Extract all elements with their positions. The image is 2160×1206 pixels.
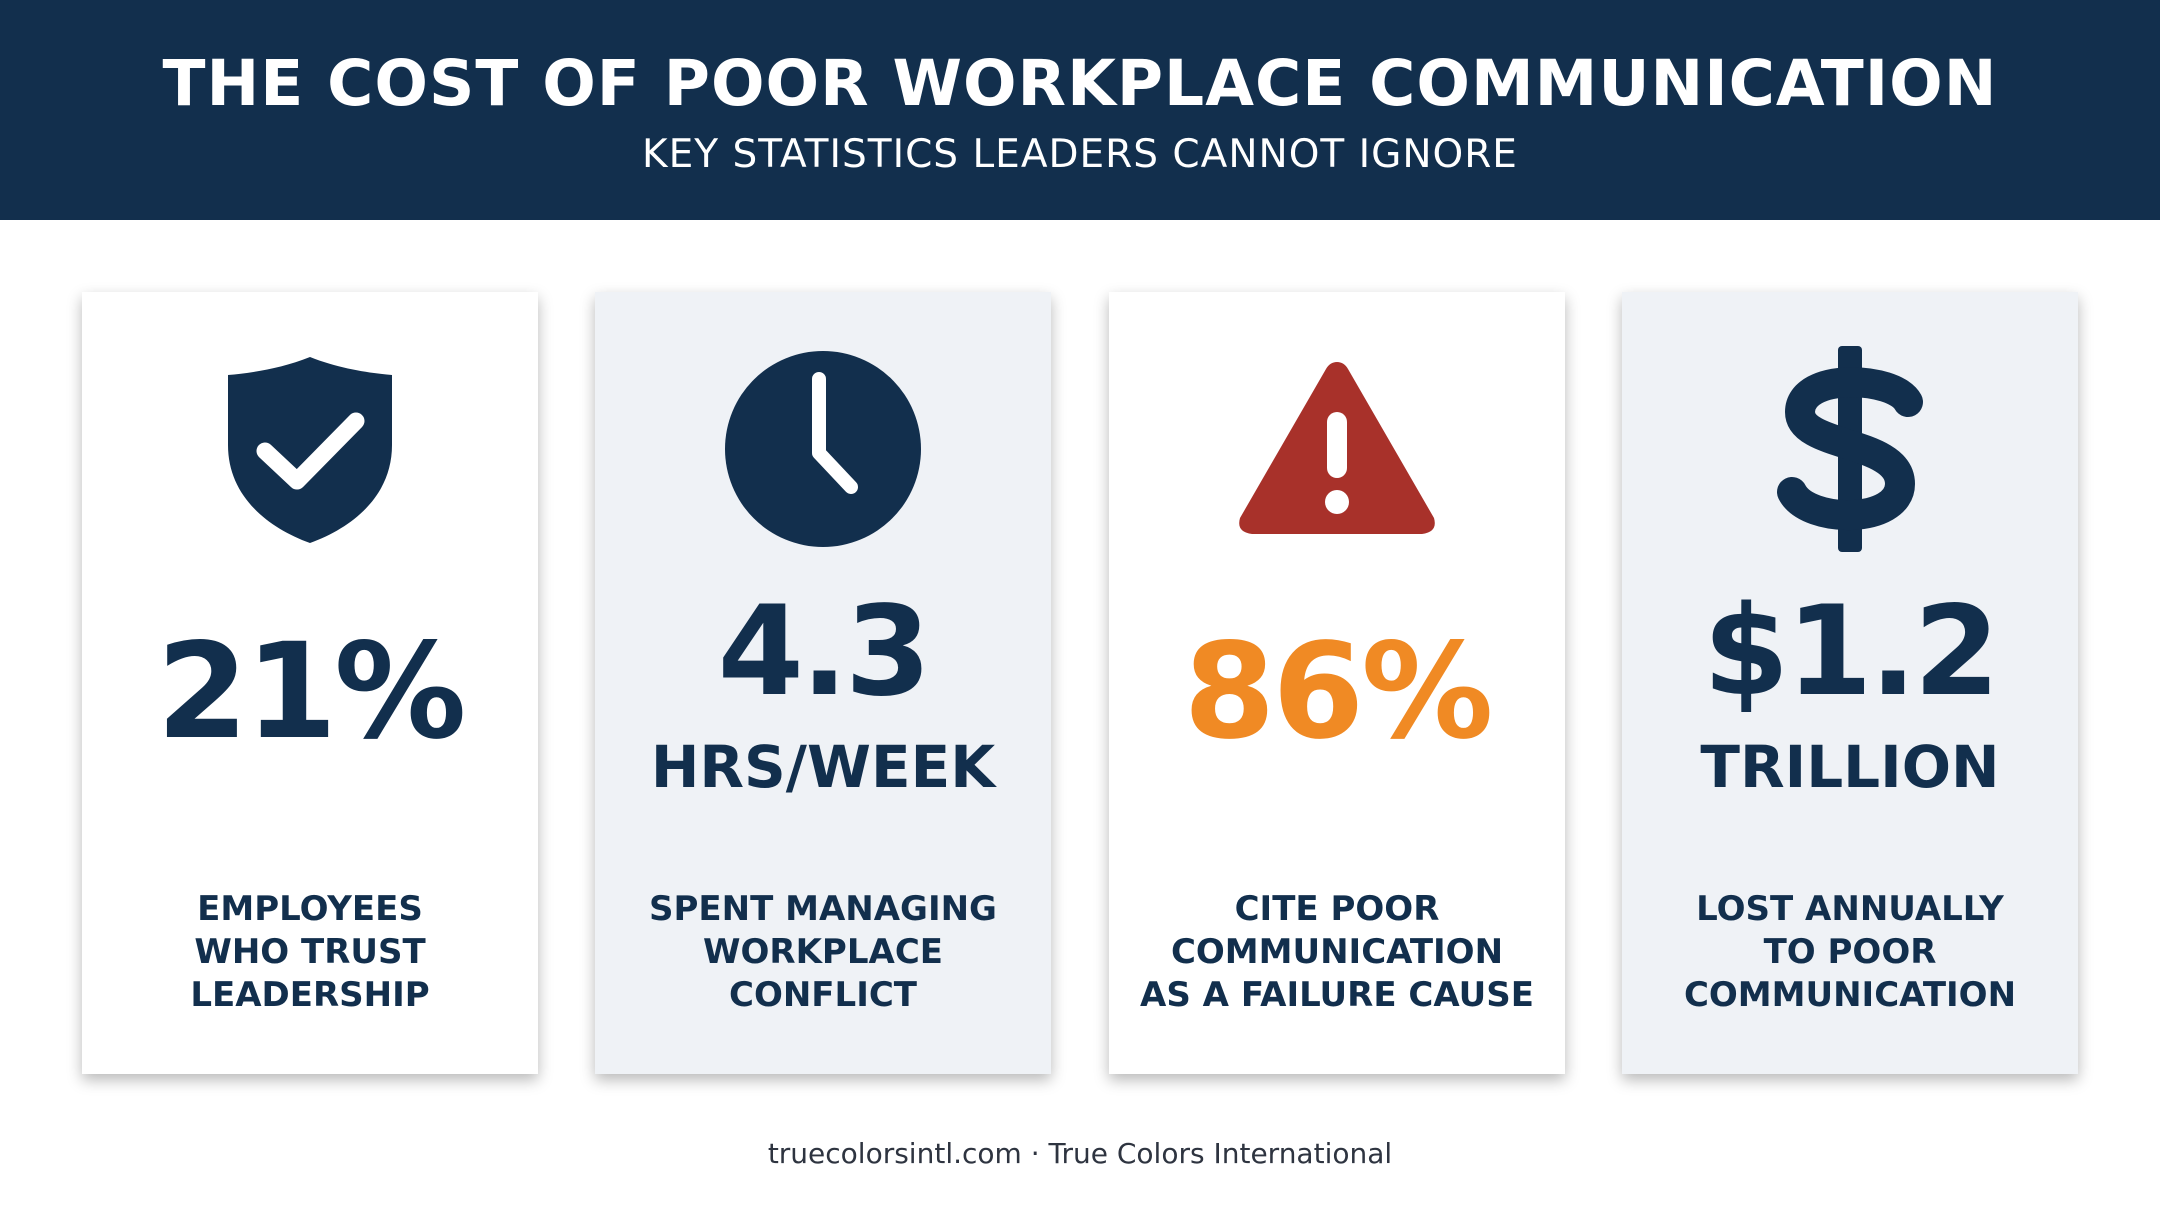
stat-description: CITE POOR COMMUNICATION AS A FAILURE CAU… — [1140, 889, 1534, 1015]
stat-value: 86% — [1183, 615, 1494, 769]
stat-description: EMPLOYEES WHO TRUST LEADERSHIP — [190, 889, 430, 1015]
footer-credit: truecolorsintl.com · True Colors Interna… — [767, 1137, 1393, 1170]
stat-value: $1.2 — [1703, 580, 2000, 724]
stat-description: SPENT MANAGING WORKPLACE CONFLICT — [649, 889, 997, 1015]
stat-unit: TRILLION — [1700, 733, 2000, 801]
stat-value: 21% — [156, 615, 467, 769]
page-title: THE COST OF POOR WORKPLACE COMMUNICATION — [162, 47, 1998, 120]
stat-card-failure: 86% CITE POOR COMMUNICATION AS A FAILURE… — [1109, 292, 1565, 1074]
stat-description: LOST ANNUALLY TO POOR COMMUNICATION — [1683, 889, 2017, 1015]
stat-card-conflict: 4.3 HRS/WEEK SPENT MANAGING WORKPLACE CO… — [595, 292, 1051, 1074]
stat-card-trust: 21% EMPLOYEES WHO TRUST LEADERSHIP — [82, 292, 538, 1074]
stat-value: 4.3 — [717, 580, 932, 724]
shield-check-icon — [82, 344, 538, 554]
clock-icon — [595, 344, 1051, 554]
page-subtitle: KEY STATISTICS LEADERS CANNOT IGNORE — [642, 132, 1518, 177]
stat-card-cost: $1.2 TRILLION LOST ANNUALLY TO POOR COMM… — [1622, 292, 2078, 1074]
stat-unit: HRS/WEEK — [650, 733, 996, 801]
header-banner: THE COST OF POOR WORKPLACE COMMUNICATION… — [0, 0, 2160, 220]
warning-icon — [1109, 344, 1565, 554]
dollar-icon — [1622, 344, 2078, 554]
